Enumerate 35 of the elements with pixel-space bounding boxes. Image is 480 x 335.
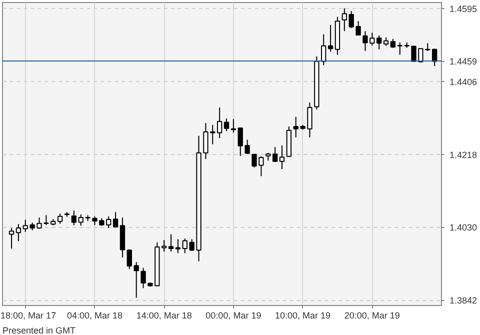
candlestick	[112, 212, 118, 228]
y-tick-label: 1.4406	[450, 77, 478, 88]
candlestick	[182, 238, 188, 254]
candlestick	[342, 8, 347, 32]
candlestick	[328, 24, 334, 52]
candlestick	[168, 234, 174, 252]
candlestick	[57, 213, 63, 224]
x-tick-label: 10:00, Mar 19	[275, 310, 331, 320]
candlestick	[432, 48, 438, 67]
x-tick-label: 20:00, Mar 19	[344, 310, 400, 320]
candlestick	[126, 248, 132, 270]
y-tick-label: 1.3842	[450, 296, 478, 306]
candlestick	[162, 240, 167, 252]
candlestick	[272, 146, 278, 162]
y-tick-label: 1.4595	[450, 4, 478, 14]
x-tick-label: 18:00, Mar 17	[0, 310, 56, 320]
text: Presented in GMT	[2, 326, 76, 335]
ref-line-label: 1.4459	[450, 56, 478, 67]
candlestick	[8, 228, 14, 250]
y-tick-label: 1.4030	[450, 222, 478, 233]
candlestick	[175, 238, 181, 254]
candlestick	[134, 262, 139, 298]
candlestick	[216, 107, 222, 139]
candlestick	[376, 34, 382, 50]
candlestick	[16, 224, 22, 242]
candlestick	[230, 118, 236, 134]
candlestick	[140, 267, 146, 289]
candlestick	[71, 210, 77, 226]
x-tick-label: 14:00, Mar 18	[136, 310, 192, 320]
y-tick-label: 1.4218	[450, 150, 478, 160]
candlestick	[224, 118, 230, 132]
x-tick-label: 04:00, Mar 18	[66, 310, 123, 320]
candlestick	[279, 144, 285, 170]
candlestick	[321, 34, 326, 66]
x-tick-label: 00:00, Mar 19	[206, 310, 262, 320]
